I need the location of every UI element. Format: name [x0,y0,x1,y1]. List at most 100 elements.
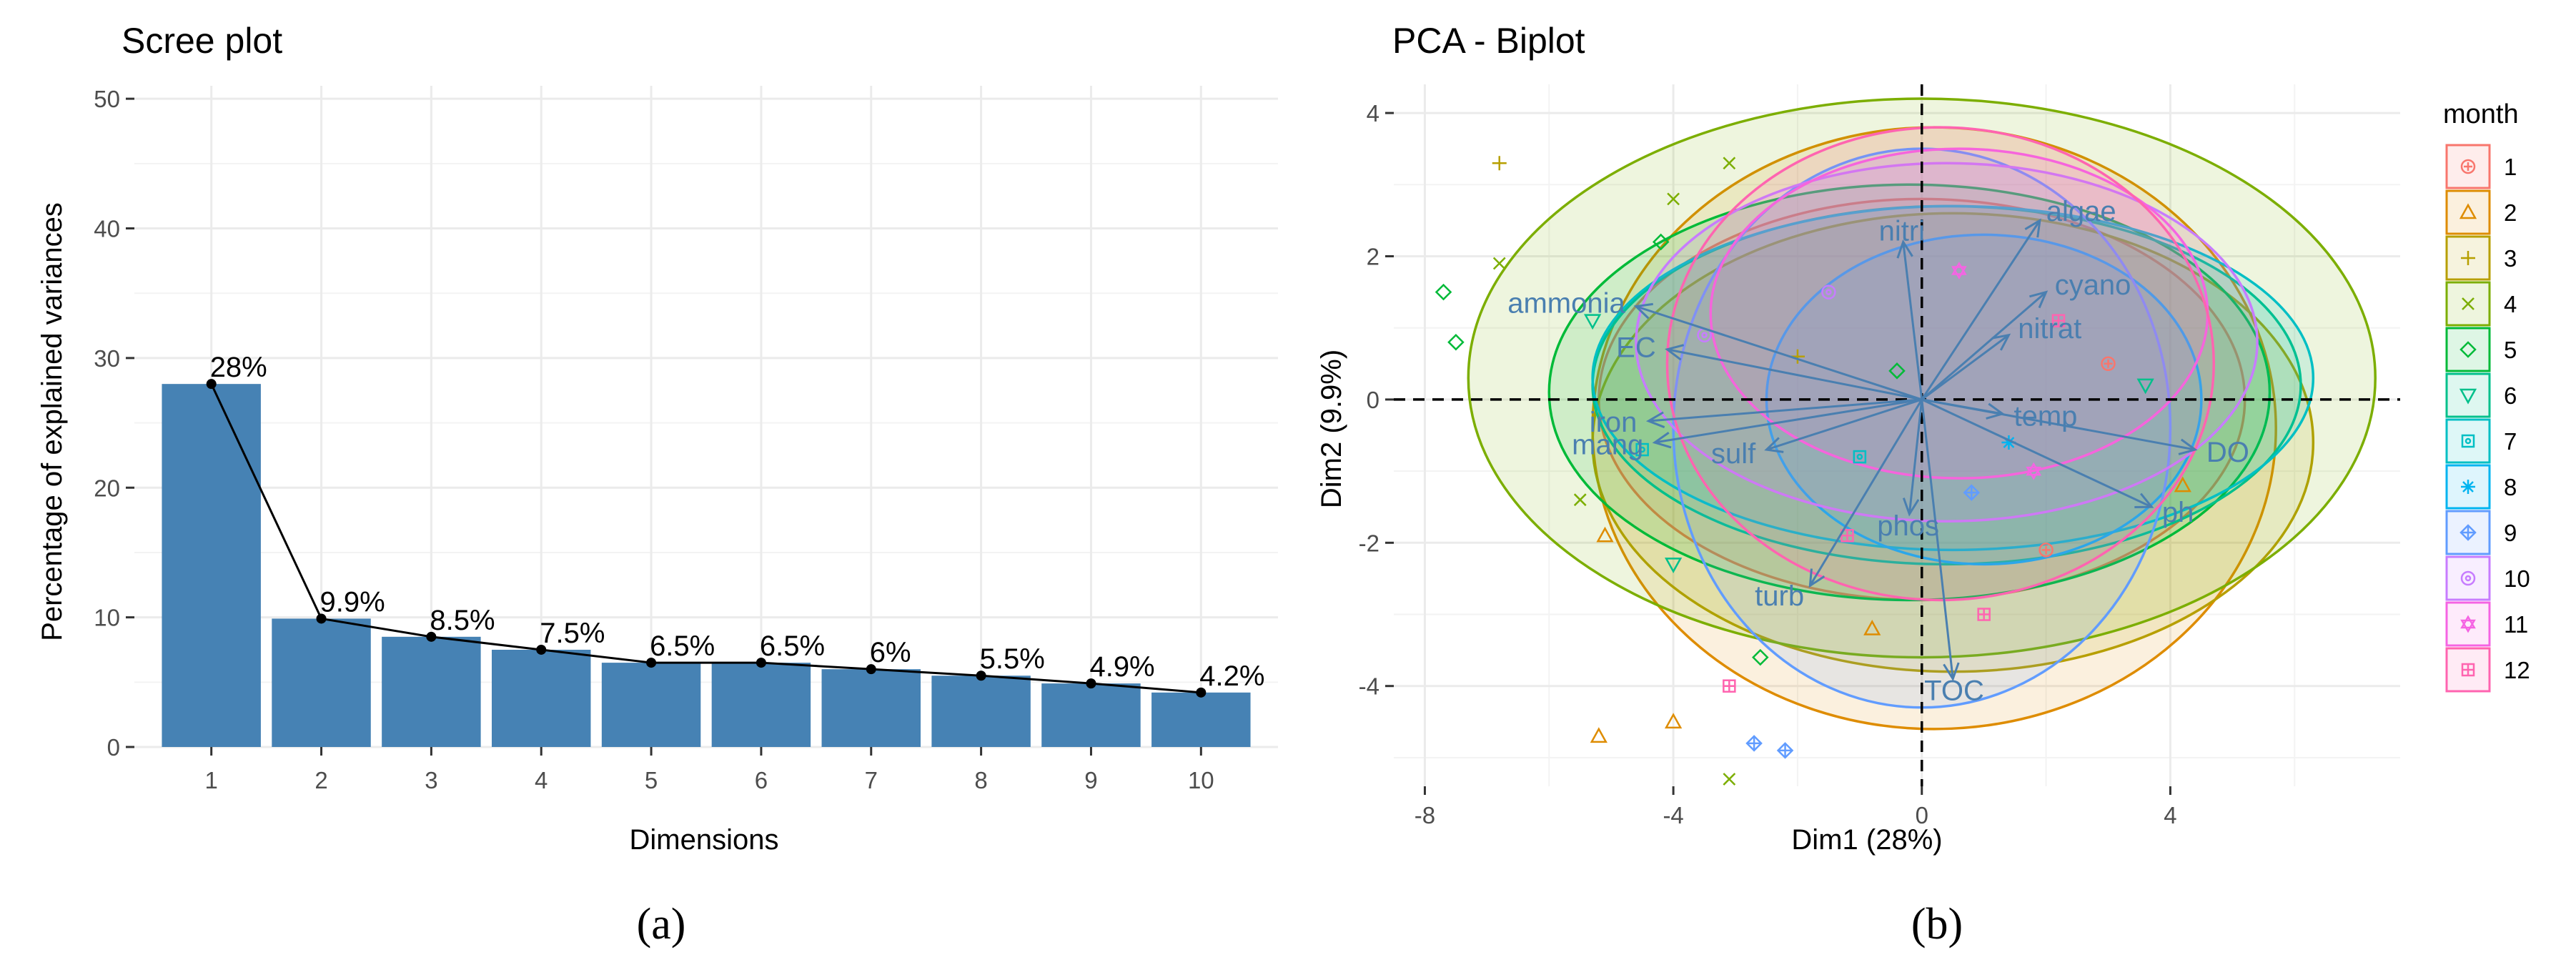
biplot-y-ticks: -4 -2 0 2 4 [1359,100,1394,700]
variable-arrow [1667,348,1923,401]
biplot-point [2026,462,2042,480]
variable-arrow-head [2024,218,2041,238]
biplot-point [1573,493,1587,507]
scree-x-label: Dimensions [630,824,779,856]
variable-arrow [1921,399,1954,679]
legend-item: 2 [2445,189,2517,235]
biplot-point [2001,435,2016,450]
legend-label: 6 [2504,382,2517,409]
variable-label: nitrat [2018,313,2081,345]
scree-data-label: 4.9% [1089,651,1154,683]
biplot-y-tick-label: 0 [1367,387,1379,413]
biplot-point [1583,314,1602,330]
biplot-point [2459,388,2477,405]
biplot-point [1447,333,1465,351]
scree-point [206,379,217,390]
biplot-point [2174,476,2191,493]
biplot-y-tick-label: 4 [1367,100,1379,127]
variable-arrow-head [1902,498,1920,517]
scree-bar [821,669,921,747]
scree-y-tick-label: 10 [94,605,120,631]
scree-bar [1151,692,1251,747]
biplot-y-tick-label: -2 [1359,530,1379,556]
biplot-point [2461,434,2475,448]
variable-arrow-head [1645,411,1665,429]
scree-data-label: 7.5% [540,618,605,649]
biplot-points [1435,156,2191,786]
biplot-x-tick-label: -8 [1415,802,1435,828]
biplot-point [1492,156,1507,171]
variable-label: algae [2046,196,2116,227]
scree-y-tick-label: 40 [94,216,120,242]
biplot-point [1776,742,1794,759]
variable-arrow-head [1943,662,1960,682]
biplot-point [1664,558,1683,573]
biplot-point [2460,159,2476,174]
legend-label: 1 [2504,154,2517,180]
biplot-point [1723,773,1736,786]
variable-arrow [1809,399,1923,587]
variable-label: EC [1616,332,1656,364]
scree-y-tick-label: 0 [107,734,120,761]
legend-label: 5 [2504,337,2517,363]
variable-arrow-head [1764,437,1784,453]
variable-arrow-head [1896,239,1913,259]
scree-data-label: 5.5% [980,643,1045,675]
scree-x-tick-label: 3 [425,767,437,793]
variable-label: phos [1877,510,1939,542]
biplot-point [2038,543,2054,558]
scree-x-tick-label: 5 [645,767,658,793]
scree-bar [601,663,701,747]
confidence-ellipse [1665,126,2216,602]
variable-arrow-head [2134,493,2154,509]
scree-x-tick-label: 6 [755,767,768,793]
biplot-point [2462,297,2475,310]
biplot-y-tick-label: 2 [1367,243,1379,269]
scree-data-label: 6% [870,637,911,668]
biplot-y-label: Dim2 (9.9%) [1316,350,1347,508]
legend-label: 9 [2504,520,2517,546]
variable-arrow-head [1665,344,1685,361]
variable-arrow [1766,398,1923,451]
biplot-point [1664,713,1683,729]
variable-arrow-head [1991,333,2011,351]
biplot-point [1635,442,1649,457]
variable-label: turb [1755,580,1804,612]
variable-arrow [1902,242,1923,400]
scree-point [866,664,876,675]
scree-data-label: 4.2% [1199,660,1264,692]
biplot-point [2101,356,2116,372]
variable-arrow-head [1652,432,1672,449]
legend-item: 9 [2445,510,2517,555]
legend-label: 10 [2504,565,2530,592]
scree-point [646,658,657,668]
scree-data-label: 6.5% [650,630,715,662]
scree-data-labels: 28% 9.9% 8.5% 7.5% 6.5% 6.5% 6% 5.5% 4.9% 4.2% [210,352,1265,692]
legend-item: 6 [2445,372,2517,418]
variable-arrow-head [1808,568,1826,588]
biplot-point [1590,727,1607,743]
caption-a: (a) [637,900,686,949]
scree-x-tick-label: 1 [205,767,218,793]
legend-label: 4 [2504,291,2517,317]
legend-key [2445,372,2491,418]
pca-biplot: PCA - Biplot algae nitri cyano nitrat ammoni… [1316,21,2530,949]
scree-x-tick-label: 8 [974,767,987,793]
biplot-point [1853,450,1867,464]
legend-item: 5 [2445,327,2517,372]
scree-bar [272,618,371,747]
caption-b: (b) [1911,900,1963,949]
scree-bars [162,384,1251,747]
scree-point [976,670,986,681]
legend-item: 7 [2445,418,2517,464]
biplot-point [1492,257,1506,270]
biplot-point [1752,648,1769,666]
variable-label: sulf [1711,438,1756,470]
legend-label: 12 [2504,657,2530,683]
biplot-x-tick-label: 4 [2164,802,2176,828]
variable-label: mang [1572,430,1643,461]
biplot-point [1745,735,1763,752]
scree-point [1086,678,1096,689]
legend-label: 11 [2504,611,2528,638]
biplot-point [1667,192,1680,206]
